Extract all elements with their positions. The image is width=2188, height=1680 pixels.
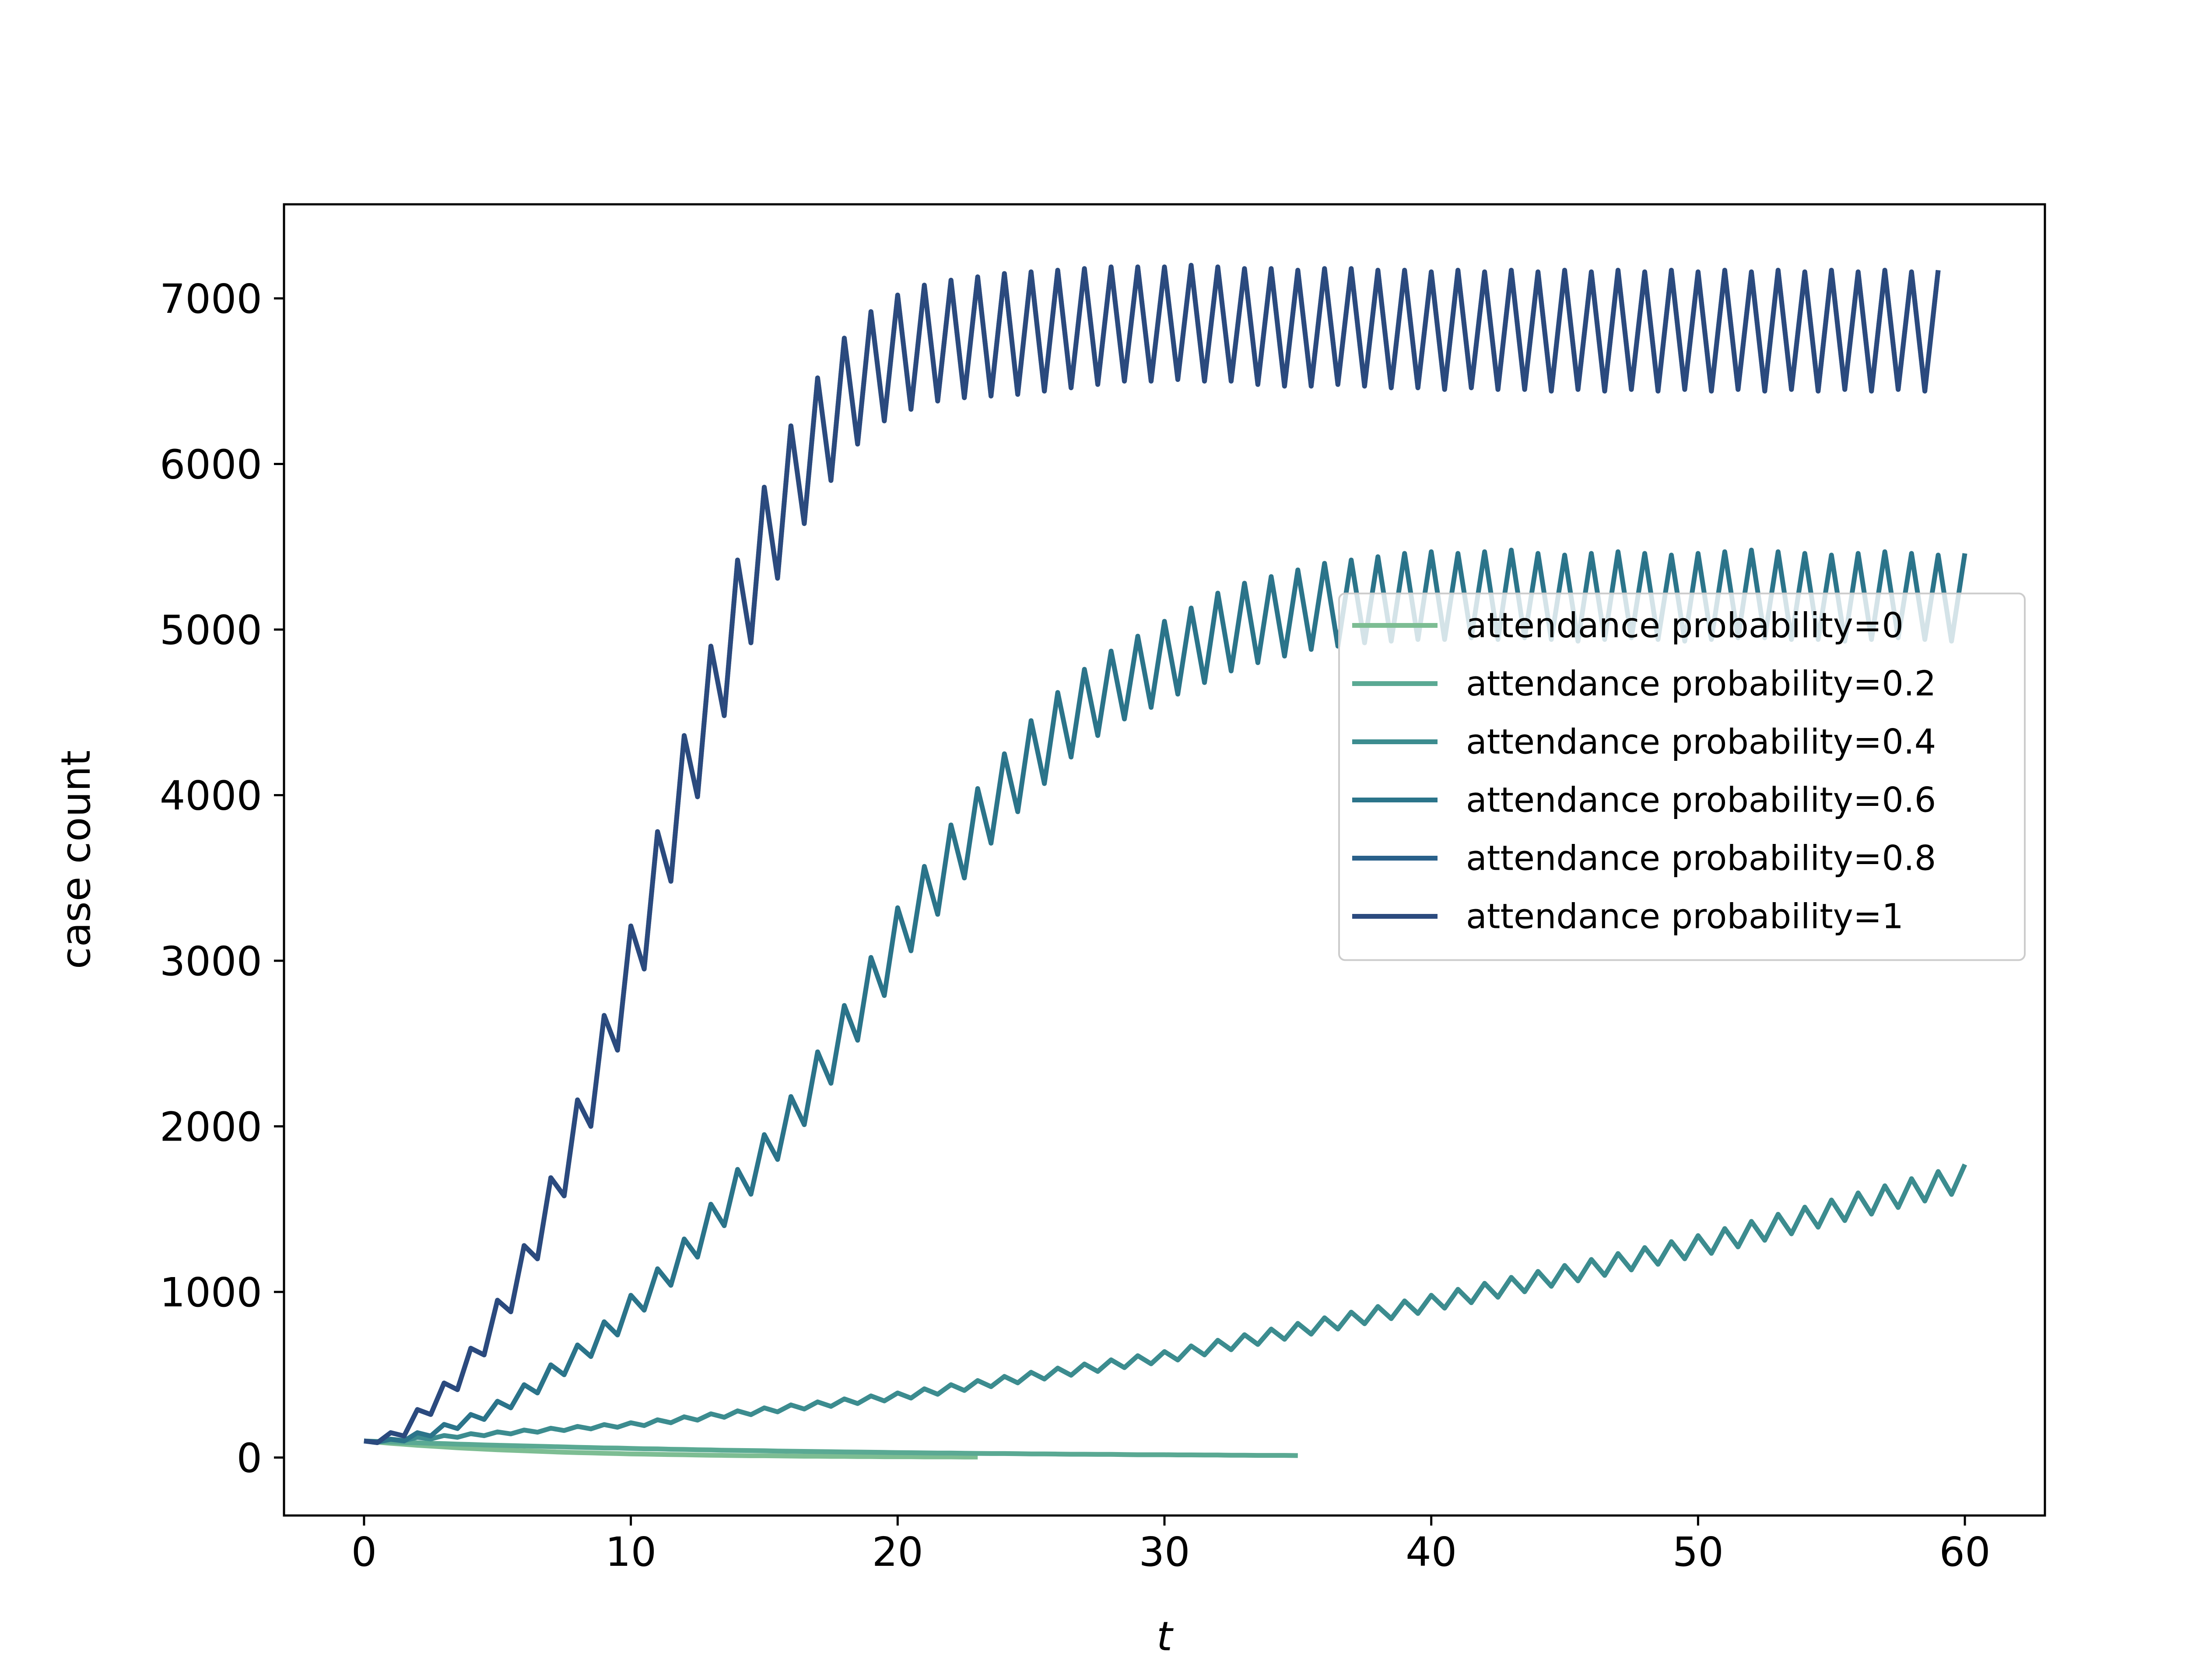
y-tick-label: 0 [236, 1435, 262, 1482]
y-tick-label: 7000 [160, 276, 262, 322]
legend-label: attendance probability=0 [1466, 606, 1904, 646]
series-line [364, 1438, 978, 1460]
y-axis-label: case count [53, 750, 99, 969]
y-tick-label: 1000 [160, 1269, 262, 1316]
x-tick-label: 10 [605, 1529, 656, 1575]
series-line [364, 1438, 1298, 1458]
legend-label: attendance probability=0.2 [1466, 665, 1936, 704]
plot-frame [283, 203, 2046, 1517]
x-tick-label: 30 [1139, 1529, 1190, 1575]
series-line [364, 1163, 1967, 1445]
y-tick-label: 5000 [160, 607, 262, 654]
y-tick-label: 3000 [160, 938, 262, 985]
x-tick-label: 40 [1406, 1529, 1457, 1575]
legend-label: attendance probability=0.6 [1466, 781, 1936, 820]
x-tick-label: 20 [872, 1529, 923, 1575]
legend-label: attendance probability=1 [1466, 897, 1904, 937]
y-tick-label: 2000 [160, 1104, 262, 1151]
legend-label: attendance probability=0.8 [1466, 839, 1936, 878]
x-tick-label: 0 [351, 1529, 377, 1575]
y-tick-label: 4000 [160, 773, 262, 819]
legend-label: attendance probability=0.4 [1466, 723, 1936, 762]
y-tick-label: 6000 [160, 441, 262, 488]
legend-box [1338, 592, 2026, 961]
x-tick-label: 50 [1673, 1529, 1724, 1575]
x-tick-label: 60 [1939, 1529, 1991, 1575]
x-axis-label: t [1157, 1613, 1174, 1660]
series-line [364, 547, 1967, 1445]
series-line [364, 262, 1941, 1445]
